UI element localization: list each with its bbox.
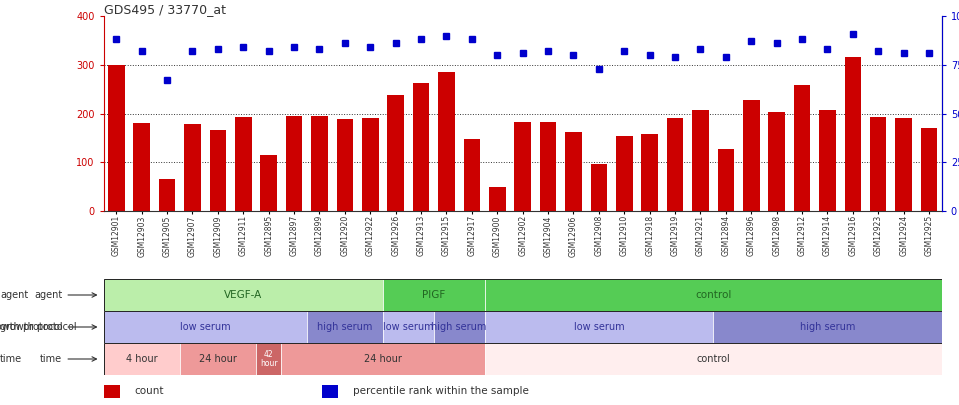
Bar: [794, 85, 810, 211]
Bar: [104, 385, 120, 397]
Text: 4 hour: 4 hour: [126, 354, 157, 364]
Text: GDS495 / 33770_at: GDS495 / 33770_at: [104, 3, 225, 16]
Text: high serum: high serum: [432, 322, 487, 332]
Bar: [104, 343, 179, 375]
Bar: [104, 311, 307, 343]
Bar: [896, 118, 912, 211]
Text: growth protocol: growth protocol: [0, 322, 62, 332]
Text: time: time: [40, 354, 62, 364]
Bar: [692, 110, 709, 211]
Text: control: control: [695, 290, 732, 300]
Bar: [108, 65, 125, 211]
Text: control: control: [696, 354, 730, 364]
Text: time: time: [0, 354, 22, 364]
Text: VEGF-A: VEGF-A: [224, 290, 263, 300]
Bar: [322, 385, 339, 397]
Bar: [667, 118, 684, 211]
Bar: [768, 112, 784, 211]
Bar: [717, 149, 734, 211]
Bar: [484, 343, 942, 375]
Bar: [540, 122, 556, 211]
Text: PIGF: PIGF: [422, 290, 445, 300]
Bar: [261, 155, 277, 211]
Bar: [312, 116, 328, 211]
Bar: [565, 132, 582, 211]
Bar: [307, 311, 383, 343]
Bar: [819, 110, 835, 211]
Text: 24 hour: 24 hour: [364, 354, 402, 364]
Text: low serum: low serum: [383, 322, 433, 332]
Bar: [412, 83, 430, 211]
Text: high serum: high serum: [800, 322, 855, 332]
Bar: [489, 187, 505, 211]
Text: agent: agent: [0, 290, 28, 300]
Bar: [235, 117, 251, 211]
Bar: [104, 279, 383, 311]
Bar: [713, 311, 942, 343]
Bar: [383, 279, 484, 311]
Bar: [438, 72, 455, 211]
Bar: [383, 311, 433, 343]
Text: percentile rank within the sample: percentile rank within the sample: [353, 386, 528, 396]
Bar: [362, 118, 379, 211]
Bar: [642, 134, 658, 211]
Text: growth protocol: growth protocol: [0, 322, 77, 332]
Bar: [463, 139, 480, 211]
Text: count: count: [134, 386, 164, 396]
Bar: [210, 130, 226, 211]
Bar: [286, 116, 302, 211]
Bar: [591, 164, 607, 211]
Bar: [159, 179, 175, 211]
Text: agent: agent: [34, 290, 62, 300]
Text: low serum: low serum: [573, 322, 624, 332]
Bar: [184, 124, 200, 211]
Text: low serum: low serum: [180, 322, 230, 332]
Bar: [484, 279, 942, 311]
Bar: [514, 122, 531, 211]
Bar: [281, 343, 484, 375]
Text: 42
hour: 42 hour: [260, 350, 277, 369]
Text: 24 hour: 24 hour: [199, 354, 237, 364]
Bar: [616, 136, 633, 211]
Bar: [921, 128, 937, 211]
Bar: [133, 123, 150, 211]
Bar: [337, 119, 353, 211]
Bar: [743, 100, 760, 211]
Bar: [870, 117, 886, 211]
Bar: [845, 58, 861, 211]
Bar: [256, 343, 281, 375]
Bar: [179, 343, 256, 375]
Text: high serum: high serum: [317, 322, 372, 332]
Bar: [433, 311, 484, 343]
Bar: [484, 311, 713, 343]
Bar: [387, 95, 404, 211]
